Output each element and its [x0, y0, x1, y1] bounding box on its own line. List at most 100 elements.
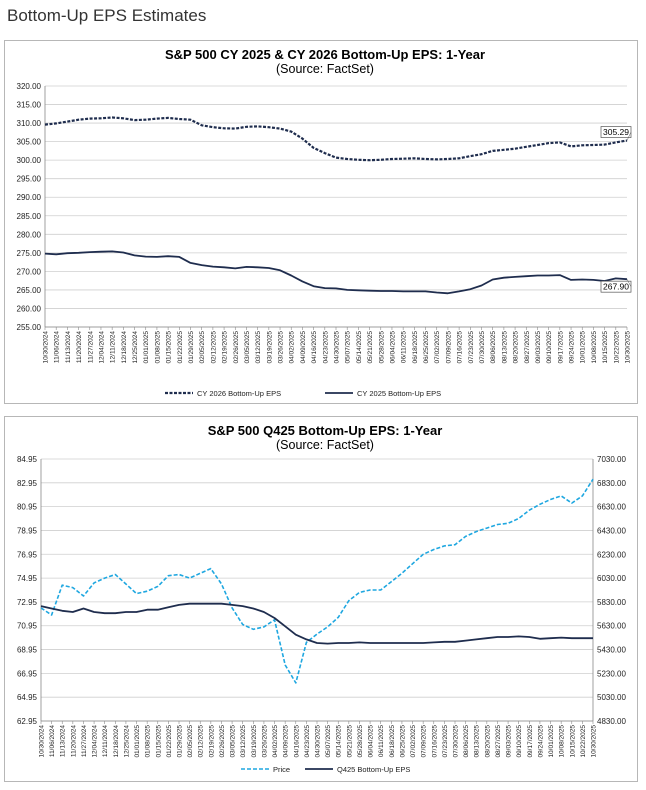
- x-tick-label: 12/04/2024: [98, 331, 105, 364]
- x-tick-label: 02/19/2025: [222, 331, 229, 364]
- y-right-tick-label: 5430.00: [597, 646, 626, 655]
- x-tick-label: 12/04/2024: [92, 725, 99, 758]
- chart-subtitle: (Source: FactSet): [276, 62, 374, 76]
- x-tick-label: 12/11/2024: [102, 725, 109, 757]
- x-tick-label: 11/27/2024: [81, 725, 88, 757]
- page-title: Bottom-Up EPS Estimates: [7, 6, 207, 25]
- y-tick-label: 280.00: [17, 230, 42, 239]
- x-tick-label: 04/09/2025: [283, 725, 290, 758]
- x-tick-label: 10/15/2025: [602, 331, 609, 364]
- x-tick-label: 09/10/2025: [546, 331, 553, 364]
- x-tick-label: 10/30/2024: [39, 725, 46, 758]
- x-tick-label: 12/18/2024: [121, 331, 128, 364]
- chart-subtitle: (Source: FactSet): [276, 438, 374, 452]
- chart-title: S&P 500 CY 2025 & CY 2026 Bottom-Up EPS:…: [165, 47, 485, 62]
- x-tick-label: 09/03/2025: [506, 725, 513, 758]
- x-tick-label: 04/16/2025: [311, 331, 318, 364]
- y-right-tick-label: 5030.00: [597, 693, 626, 702]
- y-tick-label: 275.00: [17, 249, 42, 258]
- x-tick-label: 02/19/2025: [208, 725, 215, 758]
- x-tick-label: 06/11/2025: [378, 725, 385, 757]
- x-tick-label: 12/11/2024: [110, 331, 117, 363]
- x-tick-label: 04/16/2025: [293, 725, 300, 758]
- x-tick-label: 10/30/2025: [625, 331, 632, 364]
- x-tick-label: 11/13/2024: [60, 725, 67, 757]
- x-tick-label: 09/17/2025: [557, 331, 564, 364]
- y-right-tick-label: 6030.00: [597, 574, 626, 583]
- series-line-cy-2026-bottom-up-eps: [44, 116, 628, 162]
- x-tick-label: 03/12/2025: [255, 331, 262, 364]
- y-tick-label: 260.00: [17, 304, 42, 313]
- x-tick-label: 05/21/2025: [367, 331, 374, 364]
- cy-eps-chart: S&P 500 CY 2025 & CY 2026 Bottom-Up EPS:…: [4, 40, 638, 404]
- y-tick-label: 70.95: [17, 622, 38, 631]
- x-tick-label: 01/29/2025: [188, 331, 195, 364]
- x-tick-label: 06/25/2025: [399, 725, 406, 758]
- last-value-callout-leader: [626, 131, 632, 141]
- x-tick-label: 08/20/2025: [484, 725, 491, 758]
- x-tick-label: 06/18/2025: [389, 725, 396, 758]
- y-tick-label: 320.00: [17, 82, 42, 91]
- x-tick-label: 08/06/2025: [463, 725, 470, 758]
- x-tick-label: 09/24/2025: [569, 331, 576, 364]
- legend-label: CY 2025 Bottom-Up EPS: [357, 389, 441, 398]
- y-tick-label: 64.95: [17, 693, 38, 702]
- x-tick-label: 05/28/2025: [357, 725, 364, 758]
- x-tick-label: 10/30/2025: [591, 725, 598, 758]
- y-right-tick-label: 5630.00: [597, 622, 626, 631]
- x-tick-label: 10/15/2025: [569, 725, 576, 758]
- x-tick-label: 06/18/2025: [412, 331, 419, 364]
- legend-label: Q425 Bottom-Up EPS: [337, 765, 410, 774]
- chart-title: S&P 500 Q425 Bottom-Up EPS: 1-Year: [208, 423, 443, 438]
- x-tick-label: 04/23/2025: [304, 725, 311, 758]
- y-tick-label: 84.95: [17, 455, 38, 464]
- q425-eps-chart: S&P 500 Q425 Bottom-Up EPS: 1-Year (Sour…: [4, 416, 638, 782]
- x-tick-label: 06/11/2025: [401, 331, 408, 363]
- x-tick-label: 11/20/2024: [76, 331, 83, 363]
- y-tick-label: 295.00: [17, 175, 42, 184]
- x-tick-label: 03/26/2025: [278, 331, 285, 364]
- x-tick-label: 01/22/2025: [166, 725, 173, 758]
- y-tick-label: 62.95: [17, 717, 38, 726]
- x-tick-label: 09/10/2025: [516, 725, 523, 758]
- x-tick-label: 07/02/2025: [434, 331, 441, 364]
- y-tick-label: 80.95: [17, 503, 38, 512]
- x-tick-label: 01/01/2025: [143, 331, 150, 364]
- x-tick-label: 10/22/2025: [613, 331, 620, 364]
- y-right-tick-label: 5830.00: [597, 598, 626, 607]
- x-tick-label: 10/01/2025: [580, 331, 587, 364]
- x-tick-label: 05/07/2025: [325, 725, 332, 758]
- q425-eps-chart-svg: S&P 500 Q425 Bottom-Up EPS: 1-Year (Sour…: [17, 423, 627, 774]
- y-tick-label: 305.00: [17, 138, 42, 147]
- x-tick-label: 01/22/2025: [177, 331, 184, 364]
- x-tick-label: 08/20/2025: [513, 331, 520, 364]
- x-tick-label: 03/05/2025: [244, 331, 251, 364]
- y-tick-label: 72.95: [17, 598, 38, 607]
- y-right-tick-label: 6830.00: [597, 479, 626, 488]
- x-tick-label: 02/05/2025: [187, 725, 194, 758]
- x-tick-label: 07/16/2025: [457, 331, 464, 364]
- x-tick-label: 12/18/2024: [113, 725, 120, 758]
- x-tick-label: 04/30/2025: [334, 331, 341, 364]
- y-tick-label: 82.95: [17, 479, 38, 488]
- x-tick-label: 05/07/2025: [345, 331, 352, 364]
- x-tick-label: 08/27/2025: [495, 725, 502, 758]
- x-tick-label: 05/14/2025: [336, 725, 343, 758]
- x-tick-label: 02/12/2025: [198, 725, 205, 758]
- y-tick-label: 285.00: [17, 212, 42, 221]
- y-right-tick-label: 5230.00: [597, 669, 626, 678]
- x-tick-label: 07/16/2025: [431, 725, 438, 758]
- x-tick-label: 04/30/2025: [315, 725, 322, 758]
- x-tick-label: 07/09/2025: [421, 725, 428, 758]
- x-tick-label: 01/15/2025: [166, 331, 173, 364]
- x-tick-label: 07/23/2025: [468, 331, 475, 364]
- x-tick-label: 10/22/2025: [580, 725, 587, 758]
- x-tick-label: 07/09/2025: [445, 331, 452, 364]
- x-tick-label: 02/26/2025: [233, 331, 240, 364]
- x-tick-label: 01/08/2025: [154, 331, 161, 364]
- x-tick-label: 10/08/2025: [559, 725, 566, 758]
- y-tick-label: 68.95: [17, 646, 38, 655]
- x-tick-label: 02/12/2025: [210, 331, 217, 364]
- x-tick-label: 01/15/2025: [155, 725, 162, 758]
- x-tick-label: 01/29/2025: [177, 725, 184, 758]
